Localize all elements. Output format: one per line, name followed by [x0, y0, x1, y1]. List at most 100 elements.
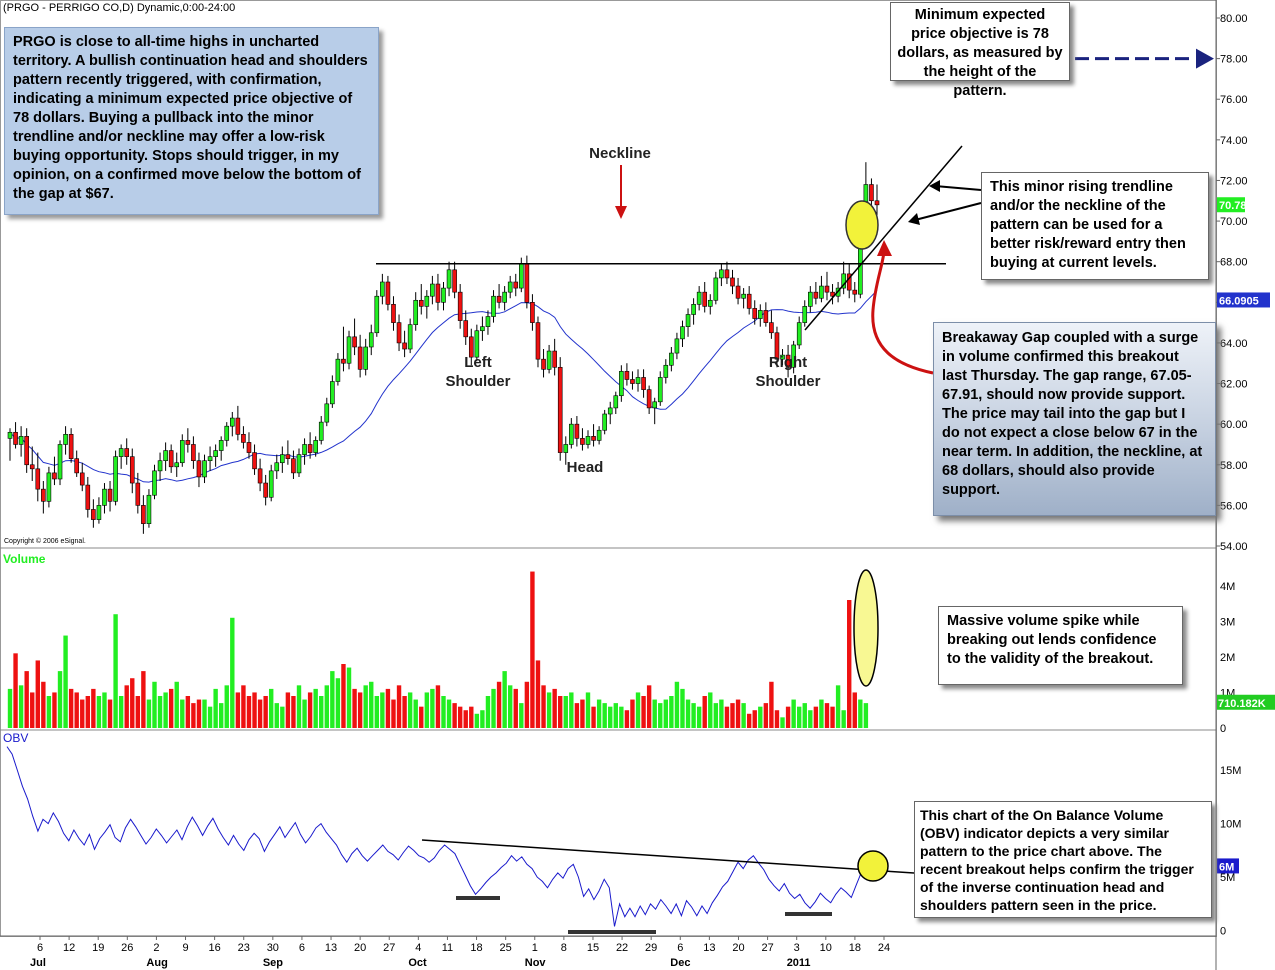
candle-body: [29, 464, 35, 470]
ma-last-badge: [1217, 292, 1270, 308]
volume-bar: [669, 696, 674, 728]
candle-body: [774, 332, 780, 360]
volume-bar: [663, 699, 669, 728]
candle-body: [496, 295, 502, 303]
volume-bar: [357, 692, 363, 728]
candle-body: [719, 269, 724, 279]
volume-bar: [463, 710, 468, 728]
candle-body: [874, 200, 880, 206]
x-tick-label: 2: [153, 942, 159, 954]
volume-bar: [802, 703, 807, 728]
candle-body: [152, 470, 157, 496]
candle-body: [135, 482, 141, 506]
x-tick-label: 23: [238, 942, 250, 954]
candle-body: [507, 281, 513, 293]
volume-bar: [808, 710, 813, 728]
candle-body: [524, 263, 530, 303]
candle-body: [46, 472, 52, 502]
volume-bar: [713, 703, 719, 728]
candle-body: [530, 302, 535, 323]
volume-bar: [446, 699, 452, 728]
volume-bar: [335, 678, 341, 728]
volume-bar: [280, 706, 285, 728]
price-tick-label: 58.00: [1220, 460, 1248, 472]
volume-bar: [24, 671, 29, 728]
candle-body: [763, 310, 769, 323]
candle-body: [274, 462, 280, 472]
volume-bar: [752, 710, 757, 728]
right-shoulder-label: Right Shoulder: [755, 354, 821, 390]
volume-bar: [113, 614, 118, 728]
volume-bar: [102, 692, 107, 728]
obv-tick-label: 0: [1220, 926, 1226, 938]
candle-body: [635, 377, 641, 384]
volume-bar: [252, 692, 257, 728]
candle-body: [596, 429, 602, 441]
volume-bar: [269, 688, 274, 728]
x-tick-label: 25: [500, 942, 512, 954]
last-price-label: 70.78: [1219, 200, 1247, 212]
volume-bar: [480, 710, 485, 728]
candle-body: [174, 462, 180, 468]
candle-body: [168, 450, 174, 468]
x-tick-label: 20: [354, 942, 366, 954]
left-shoulder-label: Left Shoulder: [445, 354, 511, 390]
minor-trendline: [804, 145, 963, 331]
candle-body: [796, 322, 802, 346]
candle-body: [124, 448, 130, 457]
volume-bar: [563, 696, 568, 728]
month-label: Aug: [146, 957, 167, 969]
head-label: Head: [566, 459, 604, 476]
volume-bar: [363, 685, 368, 728]
volume-bar: [346, 667, 352, 728]
candle-body: [741, 293, 746, 299]
volume-bar: [413, 699, 418, 728]
candle-body: [52, 472, 57, 480]
volume-bar: [646, 685, 652, 728]
volume-bar: [591, 706, 596, 728]
volume-bar: [63, 635, 68, 728]
volume-bar: [307, 692, 313, 728]
volume-bar: [13, 653, 18, 728]
x-tick-label: 15: [587, 942, 599, 954]
x-tick-label: 20: [732, 942, 744, 954]
volume-bar: [85, 696, 91, 728]
price-tick-label: 80.00: [1220, 13, 1248, 25]
candle-body: [830, 291, 835, 297]
candle-body: [129, 456, 135, 484]
candle-body: [685, 314, 691, 327]
volume-bar: [152, 681, 157, 728]
volume-bar: [507, 685, 513, 728]
volume-bar: [135, 696, 141, 728]
price-tick-label: 72.00: [1220, 175, 1248, 187]
candle-body: [35, 468, 41, 490]
candle-body: [819, 285, 824, 299]
x-tick-label: 6: [299, 942, 305, 954]
candle-body: [385, 281, 391, 305]
volume-bar: [185, 696, 191, 728]
volume-bar: [146, 699, 152, 728]
volume-bar: [791, 699, 796, 728]
volume-bar: [74, 692, 79, 728]
candle-body: [630, 379, 635, 384]
candle-body: [624, 371, 630, 380]
volume-bar: [474, 713, 480, 728]
volume-bar: [691, 703, 696, 728]
volume-bar: [380, 692, 385, 728]
candle-body: [268, 470, 274, 498]
month-label: Dec: [670, 957, 690, 969]
volume-panel-label: Volume: [3, 552, 46, 566]
candle-body: [296, 454, 302, 474]
volume-bar: [796, 706, 802, 728]
candle-body: [546, 350, 552, 370]
candle-body: [107, 488, 113, 502]
volume-bar: [574, 703, 580, 728]
x-tick-label: 16: [208, 942, 220, 954]
candle-body: [780, 354, 785, 360]
volume-bar: [763, 703, 769, 728]
volume-bar: [68, 688, 74, 728]
candle-body: [585, 436, 591, 445]
candle-body: [346, 336, 352, 364]
candle-body: [707, 299, 713, 307]
volume-bar: [430, 688, 435, 728]
